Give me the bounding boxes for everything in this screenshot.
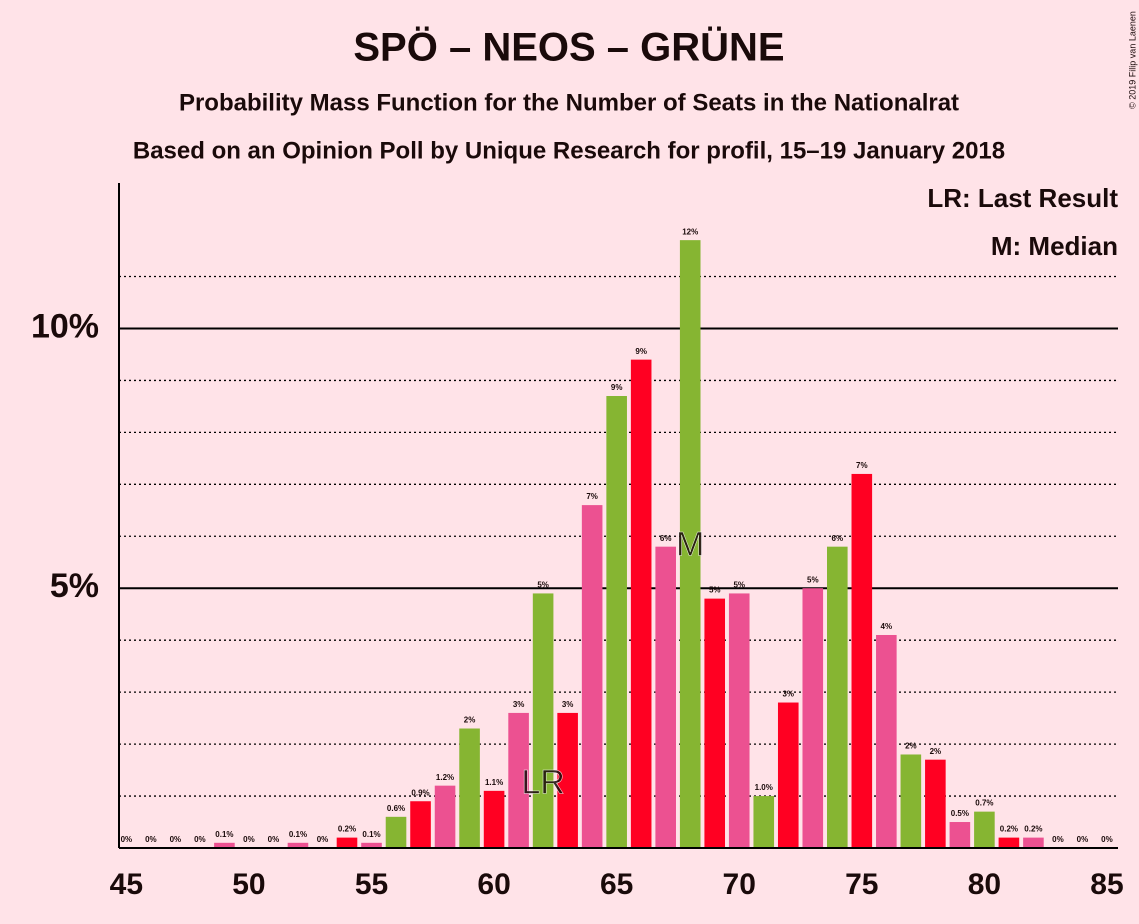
bar — [974, 811, 995, 848]
bar — [925, 759, 946, 848]
x-tick-label: 65 — [600, 868, 633, 901]
value-label: 2% — [905, 742, 917, 751]
value-label: 1.2% — [436, 773, 454, 782]
value-label: 0.2% — [1000, 825, 1018, 834]
bar — [998, 837, 1020, 848]
value-label: 0.7% — [975, 799, 993, 808]
bar — [581, 505, 603, 848]
x-tick-label: 55 — [355, 868, 388, 901]
x-tick-label: 45 — [110, 868, 143, 901]
bar — [753, 796, 775, 848]
bar — [336, 837, 358, 848]
value-label: 6% — [660, 534, 672, 543]
bar — [777, 702, 799, 848]
bar — [851, 473, 873, 848]
bar — [802, 588, 824, 848]
bar — [361, 842, 382, 848]
bar — [728, 593, 750, 848]
x-tick-label: 85 — [1090, 868, 1123, 901]
value-label: 0.1% — [289, 830, 307, 839]
bar — [655, 546, 676, 848]
value-label: 0.5% — [951, 809, 969, 818]
value-label: 0.9% — [411, 788, 429, 797]
value-label: 0% — [145, 835, 157, 844]
bar — [532, 593, 554, 848]
bar — [630, 359, 652, 848]
value-label: 0% — [1101, 835, 1113, 844]
value-label: 3% — [513, 700, 525, 709]
value-label: 0% — [243, 835, 255, 844]
value-label: 6% — [832, 534, 844, 543]
bar — [434, 785, 456, 848]
bar — [557, 712, 578, 848]
value-label: 0% — [268, 835, 280, 844]
value-label: 5% — [733, 581, 745, 590]
chart-subtitle: Based on an Opinion Poll by Unique Resea… — [133, 137, 1005, 164]
value-label: 9% — [611, 383, 623, 392]
bar — [900, 754, 922, 848]
bar — [483, 790, 505, 848]
value-label: 2% — [464, 716, 476, 725]
value-label: 0.2% — [1024, 825, 1042, 834]
value-label: 12% — [682, 227, 698, 236]
value-label: 0% — [1052, 835, 1064, 844]
y-tick-label: 5% — [50, 567, 99, 605]
bar — [704, 598, 726, 848]
bar — [827, 546, 848, 848]
value-label: 1.0% — [755, 783, 773, 792]
bar — [410, 801, 431, 848]
value-label: 0.1% — [215, 830, 233, 839]
value-label: 2% — [930, 747, 942, 756]
value-label: 0% — [121, 835, 133, 844]
value-label: 0% — [170, 835, 182, 844]
bar — [287, 842, 309, 848]
value-label: 0.2% — [338, 825, 356, 834]
bar — [606, 396, 627, 848]
legend-entry: LR: Last Result — [927, 183, 1118, 213]
bar — [876, 634, 897, 848]
bar — [508, 712, 529, 848]
x-tick-label: 80 — [968, 868, 1001, 901]
value-label: 5% — [807, 575, 819, 584]
x-tick-label: 75 — [845, 868, 878, 901]
x-tick-label: 50 — [232, 868, 265, 901]
value-label: 0% — [1077, 835, 1089, 844]
y-tick-label: 10% — [31, 307, 99, 345]
bar — [949, 822, 971, 848]
value-label: 5% — [709, 586, 721, 595]
legend-entry: M: Median — [991, 231, 1118, 261]
value-label: 3% — [782, 690, 794, 699]
value-label: 0% — [317, 835, 329, 844]
value-label: 4% — [881, 622, 893, 631]
value-label: 0% — [194, 835, 206, 844]
value-label: 3% — [562, 700, 574, 709]
bar — [385, 816, 407, 848]
value-label: 0.1% — [362, 830, 380, 839]
value-label: 7% — [856, 461, 868, 470]
value-label: 9% — [635, 347, 647, 356]
bar — [1023, 837, 1044, 848]
value-label: 1.1% — [485, 778, 503, 787]
bar — [459, 728, 480, 848]
chart-subtitle: Probability Mass Function for the Number… — [179, 89, 959, 116]
copyright: © 2019 Filip van Laenen — [1127, 11, 1137, 109]
value-label: 7% — [586, 492, 598, 501]
bar — [679, 240, 701, 848]
x-tick-label: 60 — [477, 868, 510, 901]
chart-title: SPÖ – NEOS – GRÜNE — [353, 25, 784, 70]
value-label: 0.6% — [387, 804, 405, 813]
x-tick-label: 70 — [723, 868, 756, 901]
value-label: 5% — [537, 581, 549, 590]
bar — [214, 842, 235, 848]
annotation: LR — [521, 763, 564, 801]
annotation: M — [676, 526, 704, 564]
